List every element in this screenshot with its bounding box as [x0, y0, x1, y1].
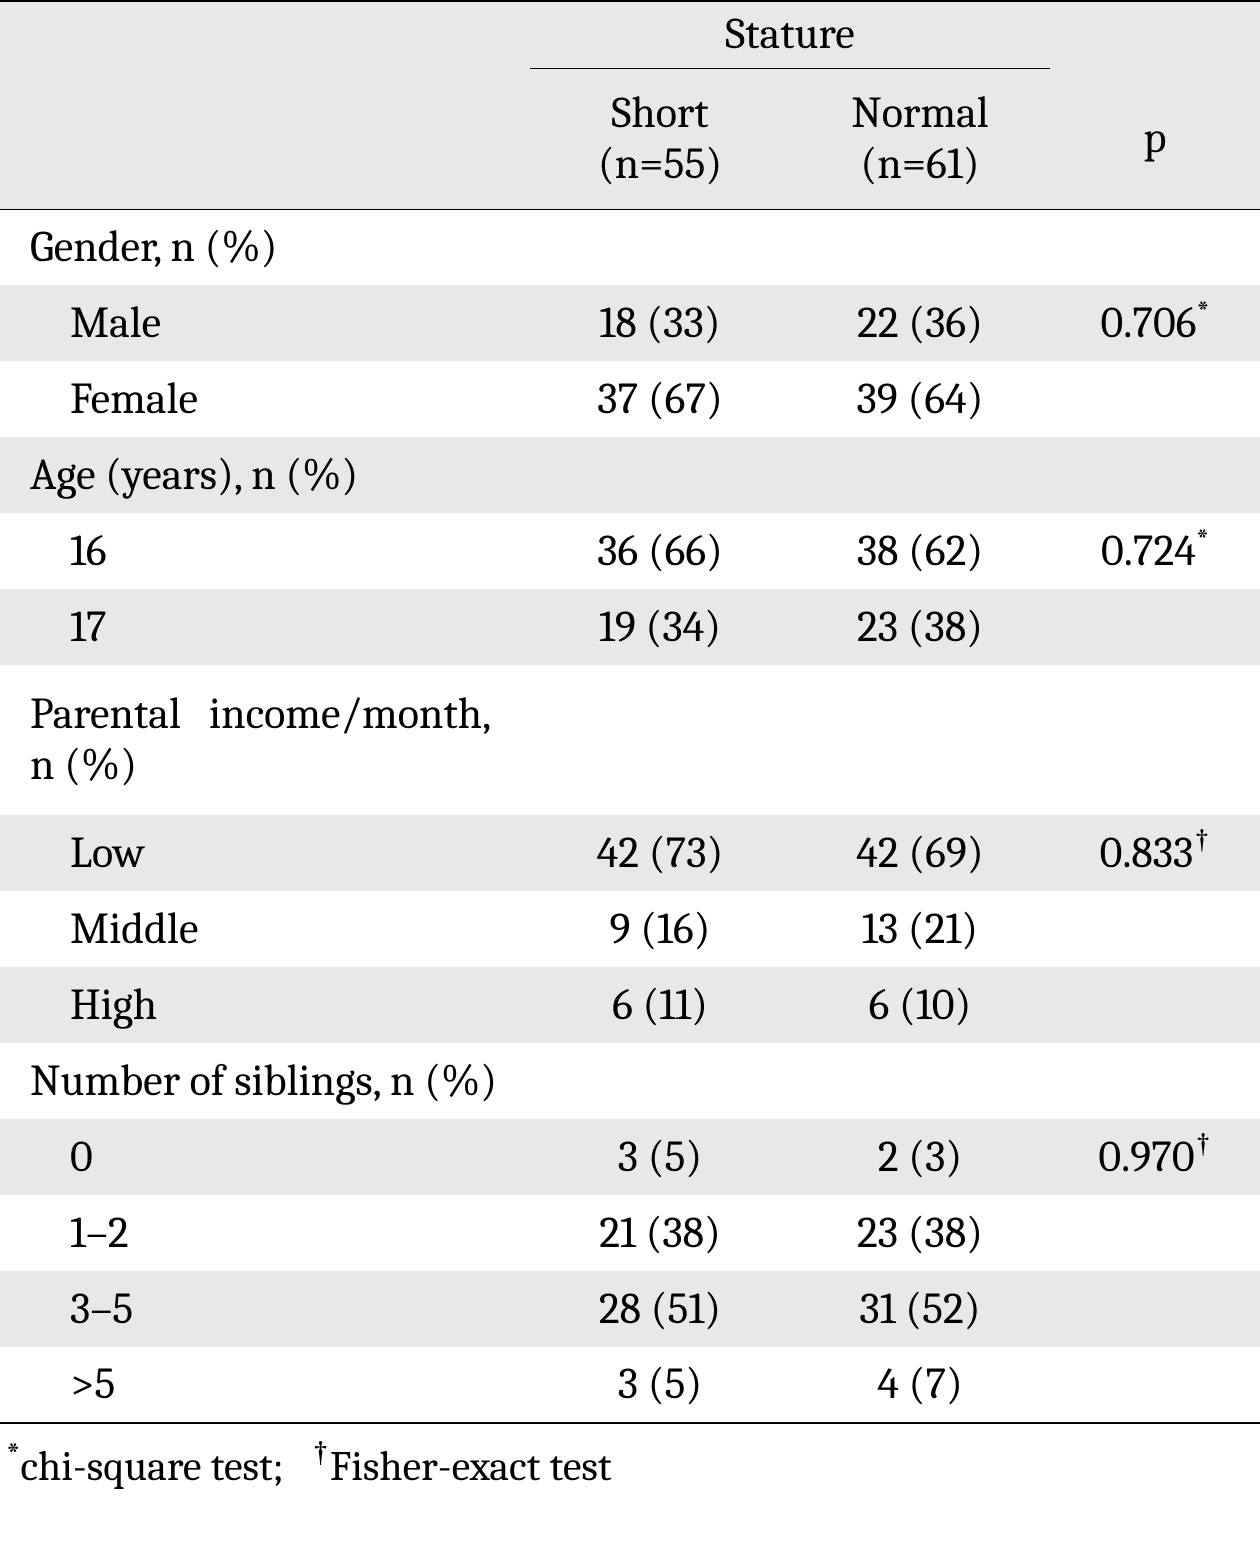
val-age17-short: 19 (34) — [530, 589, 790, 665]
label-income-middle: Middle — [0, 891, 530, 967]
label-sib-35: 3–5 — [0, 1271, 530, 1347]
label-sib-0: 0 — [0, 1119, 530, 1195]
row-gender-male: Male 18 (33) 22 (36) 0.706* — [0, 285, 1260, 361]
p-gender: 0.706 — [1100, 297, 1196, 348]
section-age-title-row: Age (years), n (%) — [0, 437, 1260, 513]
row-sib-0: 0 3 (5) 2 (3) 0.970† — [0, 1119, 1260, 1195]
header-normal-line1: Normal — [851, 87, 988, 138]
header-col-p: p — [1050, 68, 1260, 209]
header-col-normal: Normal (n=61) — [790, 68, 1050, 209]
val-sib-5plus-normal: 4 (7) — [790, 1347, 1050, 1423]
label-female: Female — [0, 361, 530, 437]
income-title-part1: Parental — [30, 688, 181, 739]
val-income-middle-p — [1050, 891, 1260, 967]
label-sib-12: 1–2 — [0, 1195, 530, 1271]
label-age17: 17 — [0, 589, 530, 665]
header-spanner-stature: Stature — [530, 1, 1050, 68]
section-siblings-title-row: Number of siblings, n (%) — [0, 1043, 1260, 1119]
row-sib-12: 1–2 21 (38) 23 (38) — [0, 1195, 1260, 1271]
section-gender-title-row: Gender, n (%) — [0, 209, 1260, 285]
val-male-short: 18 (33) — [530, 285, 790, 361]
label-age16: 16 — [0, 513, 530, 589]
footnote-fisher: Fisher-exact test — [330, 1442, 612, 1491]
val-male-normal: 22 (36) — [790, 285, 1050, 361]
footnote-dagger: † — [311, 1433, 329, 1474]
label-male: Male — [0, 285, 530, 361]
val-income-middle-normal: 13 (21) — [790, 891, 1050, 967]
val-sib-12-normal: 23 (38) — [790, 1195, 1050, 1271]
val-sib-0-short: 3 (5) — [530, 1119, 790, 1195]
row-age-17: 17 19 (34) 23 (38) — [0, 589, 1260, 665]
row-income-low: Low 42 (73) 42 (69) 0.833† — [0, 815, 1260, 891]
val-sib-0-normal: 2 (3) — [790, 1119, 1050, 1195]
section-age-title: Age (years), n (%) — [0, 437, 1260, 513]
p-age: 0.724 — [1101, 525, 1196, 576]
val-sib-5plus-short: 3 (5) — [530, 1347, 790, 1423]
val-age17-normal: 23 (38) — [790, 589, 1050, 665]
val-age17-p — [1050, 589, 1260, 665]
val-age16-normal: 38 (62) — [790, 513, 1050, 589]
header-blank-p-top — [1050, 1, 1260, 68]
section-income-title: Parental income/month, n (%) — [0, 665, 1260, 815]
val-female-p — [1050, 361, 1260, 437]
val-income-low-short: 42 (73) — [530, 815, 790, 891]
val-income-low-p: 0.833† — [1050, 815, 1260, 891]
val-age16-p: 0.724* — [1050, 513, 1260, 589]
p-income-sup: † — [1193, 822, 1210, 860]
val-male-p: 0.706* — [1050, 285, 1260, 361]
val-female-normal: 39 (64) — [790, 361, 1050, 437]
header-short-line2: (n=55) — [598, 138, 722, 189]
section-siblings-title: Number of siblings, n (%) — [0, 1043, 1260, 1119]
row-income-high: High 6 (11) 6 (10) — [0, 967, 1260, 1043]
val-income-low-normal: 42 (69) — [790, 815, 1050, 891]
val-sib-35-short: 28 (51) — [530, 1271, 790, 1347]
row-age-16: 16 36 (66) 38 (62) 0.724* — [0, 513, 1260, 589]
header-short-line1: Short — [611, 87, 708, 138]
label-income-high: High — [0, 967, 530, 1043]
val-income-high-p — [1050, 967, 1260, 1043]
p-gender-sup: * — [1196, 293, 1209, 329]
val-age16-short: 36 (66) — [530, 513, 790, 589]
p-siblings: 0.970 — [1098, 1131, 1194, 1182]
footnote-chi: chi-square test; — [20, 1442, 283, 1491]
val-sib-35-p — [1050, 1271, 1260, 1347]
row-income-middle: Middle 9 (16) 13 (21) — [0, 891, 1260, 967]
row-sib-35: 3–5 28 (51) 31 (52) — [0, 1271, 1260, 1347]
val-income-high-short: 6 (11) — [530, 967, 790, 1043]
row-sib-5plus: >5 3 (5) 4 (7) — [0, 1347, 1260, 1423]
header-col-short: Short (n=55) — [530, 68, 790, 209]
footnote-star: * — [6, 1436, 20, 1474]
p-income: 0.833 — [1100, 827, 1194, 878]
header-row-2: Short (n=55) Normal (n=61) p — [0, 68, 1260, 209]
header-blank-1 — [0, 1, 530, 68]
val-income-high-normal: 6 (10) — [790, 967, 1050, 1043]
header-blank-2 — [0, 68, 530, 209]
val-sib-12-p — [1050, 1195, 1260, 1271]
stature-table: Stature Short (n=55) Normal (n=61) p Gen… — [0, 0, 1260, 1424]
val-sib-5plus-p — [1050, 1347, 1260, 1423]
val-sib-12-short: 21 (38) — [530, 1195, 790, 1271]
label-sib-5plus: >5 — [0, 1347, 530, 1423]
header-row-1: Stature — [0, 1, 1260, 68]
val-sib-0-p: 0.970† — [1050, 1119, 1260, 1195]
section-gender-title: Gender, n (%) — [0, 209, 1260, 285]
income-title-part1b: income/month, — [209, 688, 491, 739]
val-income-middle-short: 9 (16) — [530, 891, 790, 967]
table-container: Stature Short (n=55) Normal (n=61) p Gen… — [0, 0, 1260, 1506]
row-gender-female: Female 37 (67) 39 (64) — [0, 361, 1260, 437]
label-income-low: Low — [0, 815, 530, 891]
p-siblings-sup: † — [1195, 1126, 1212, 1164]
val-female-short: 37 (67) — [530, 361, 790, 437]
section-income-title-row: Parental income/month, n (%) — [0, 665, 1260, 815]
table-footnote: *chi-square test; †Fisher-exact test — [0, 1424, 1260, 1506]
val-sib-35-normal: 31 (52) — [790, 1271, 1050, 1347]
p-age-sup: * — [1196, 521, 1209, 557]
header-normal-line2: (n=61) — [860, 138, 979, 189]
income-title-part2: n (%) — [30, 739, 137, 790]
